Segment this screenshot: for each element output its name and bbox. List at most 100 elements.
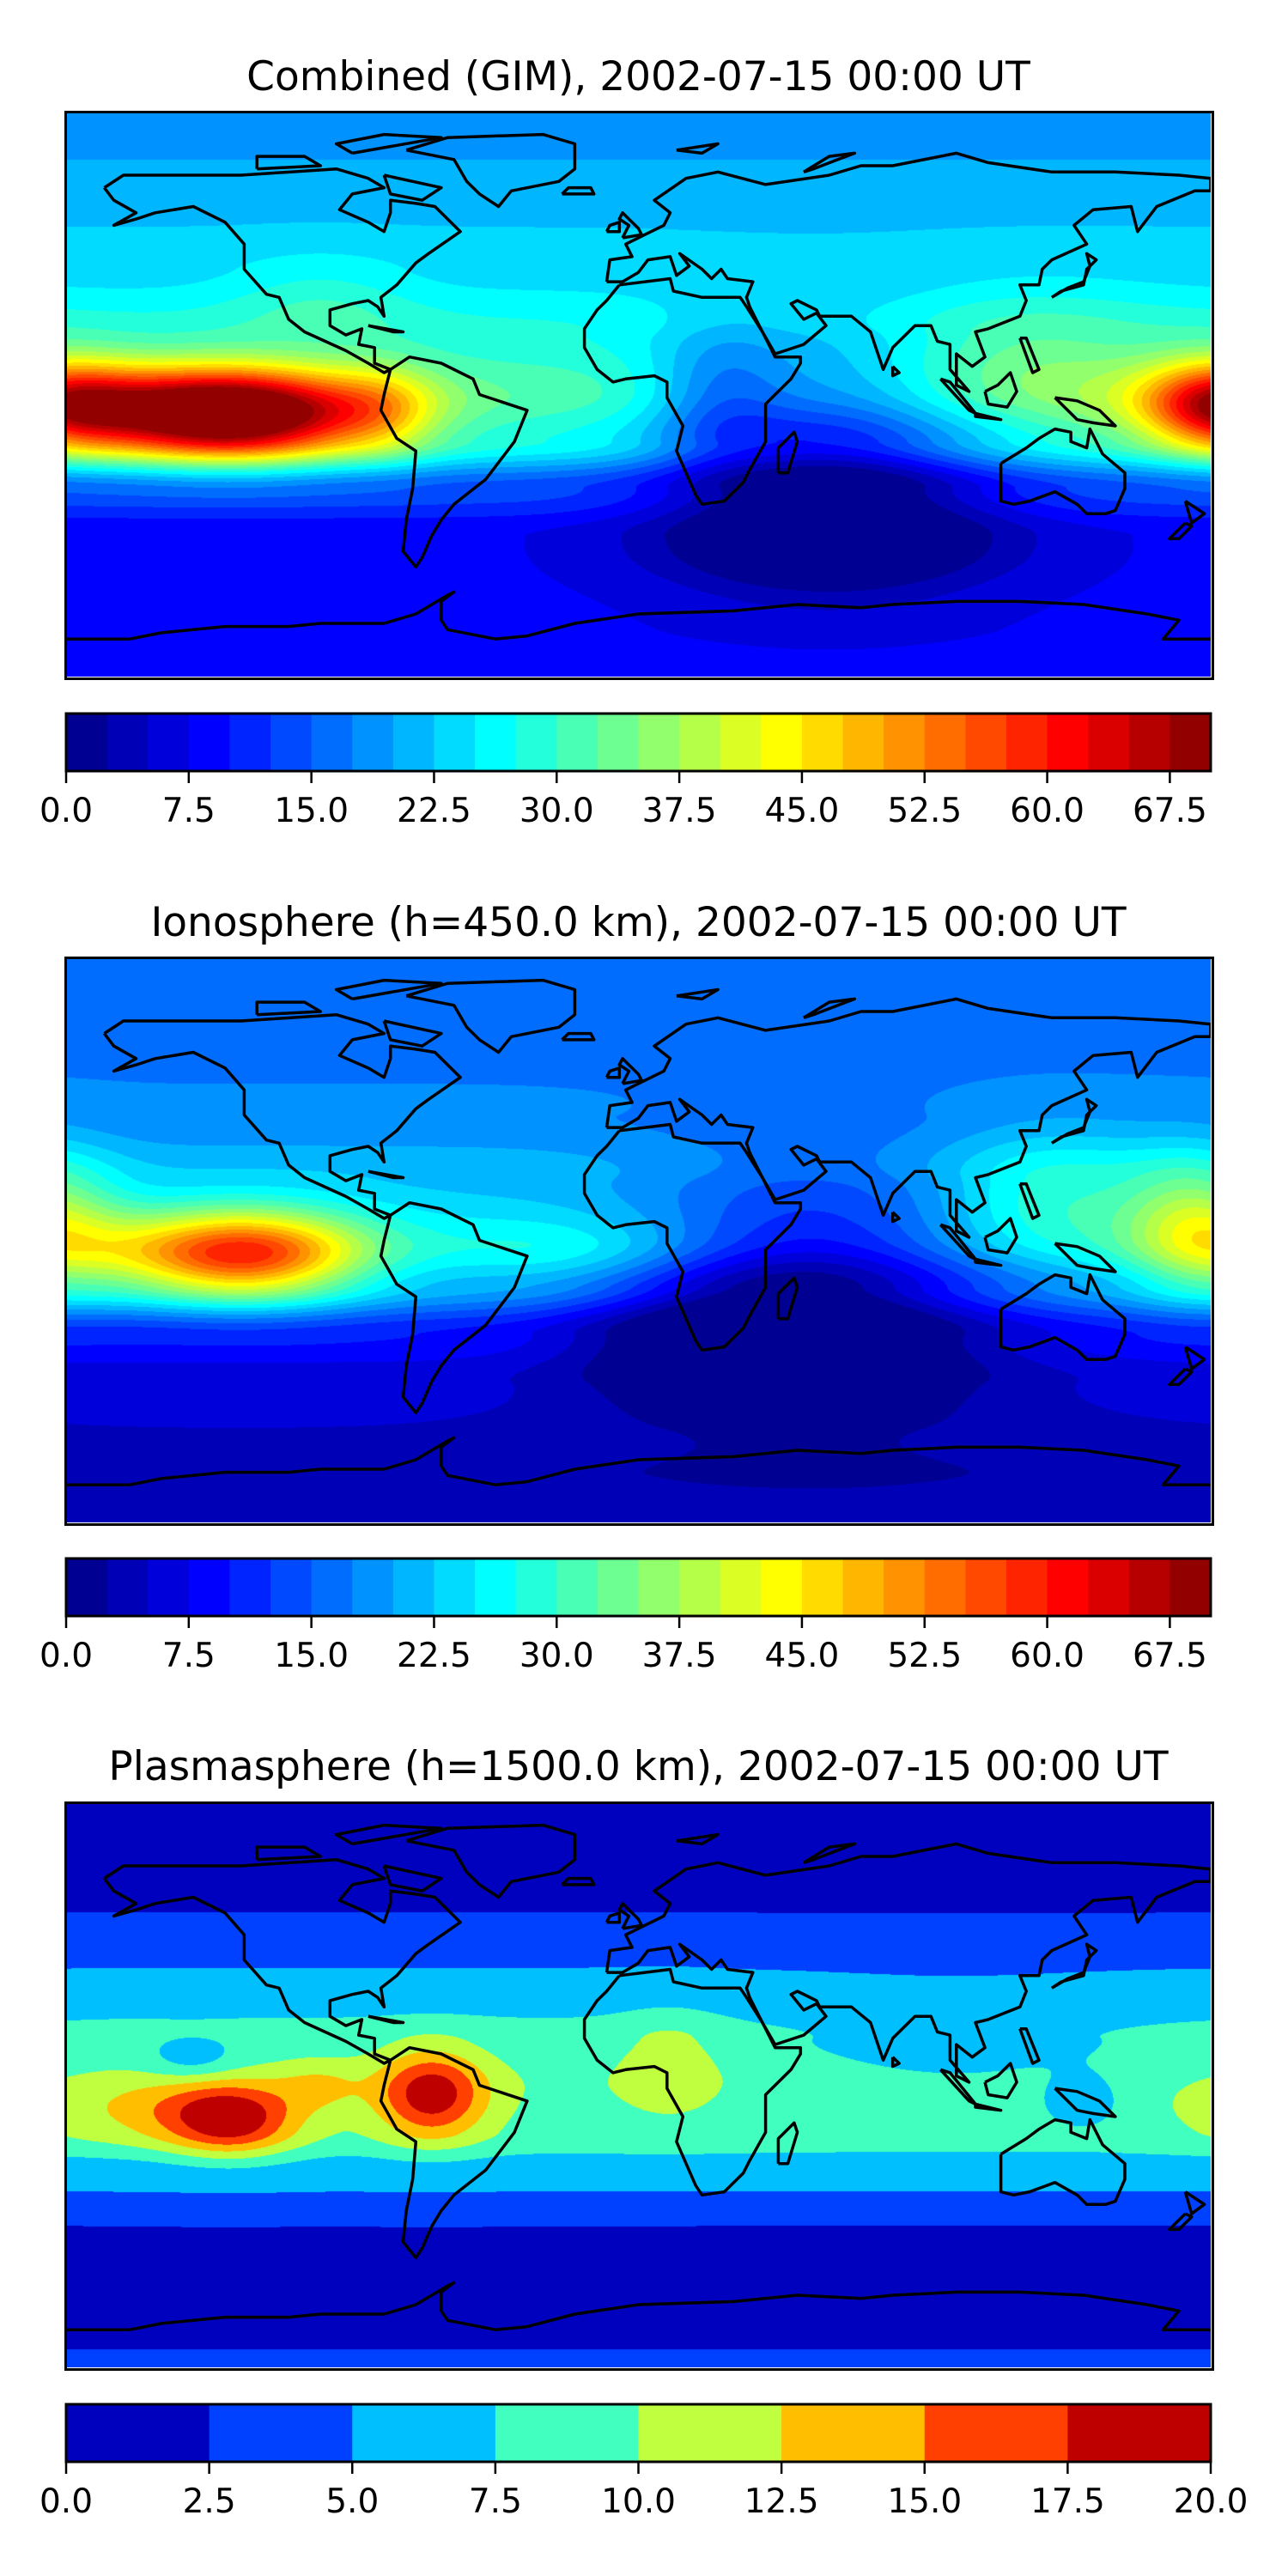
colorbar-bin xyxy=(311,1558,353,1616)
colorbar-bin xyxy=(1047,1558,1089,1616)
colorbar-bin xyxy=(515,1558,557,1616)
coastline xyxy=(1183,1346,1206,1370)
coastline xyxy=(368,1170,405,1180)
colorbar-bin xyxy=(106,1558,149,1616)
coastline xyxy=(1050,1097,1098,1145)
colorbar-bin xyxy=(597,1558,640,1616)
colorbar-bin xyxy=(352,2404,496,2462)
colorbar-tick-label: 52.5 xyxy=(887,1637,963,1675)
colorbar-bin xyxy=(720,714,762,771)
coastline xyxy=(803,151,857,173)
coastline xyxy=(379,2045,529,2260)
colorbar-tick-label: 45.0 xyxy=(764,792,840,830)
coastline xyxy=(890,365,901,378)
colorbar-bin xyxy=(1005,1558,1048,1616)
coastline xyxy=(676,1832,720,1846)
coastline xyxy=(66,590,1211,641)
coastline xyxy=(582,1122,803,1352)
coastline xyxy=(1054,2087,1117,2118)
colorbar-bin xyxy=(924,714,966,771)
colorbar-tick-label: 5.0 xyxy=(325,2482,380,2521)
coastline xyxy=(776,430,799,475)
colorbar-bin xyxy=(1088,714,1130,771)
colorbar-tick-label: 7.5 xyxy=(468,2482,522,2521)
coastline xyxy=(405,132,577,209)
colorbar-bin xyxy=(188,714,231,771)
colorbar-tick-label: 30.0 xyxy=(519,792,594,830)
colorbar-bin xyxy=(884,1558,926,1616)
colorbar-bin xyxy=(1128,1558,1170,1616)
colorbar-bin xyxy=(924,1558,966,1616)
coastline xyxy=(1050,1942,1098,1990)
coastline xyxy=(890,2056,901,2069)
colorbar-bin xyxy=(801,1558,844,1616)
panel-title-ionosphere: Ionosphere (h=450.0 km), 2002-07-15 00:0… xyxy=(150,899,1127,946)
coastline xyxy=(939,1223,977,1261)
colorbar-bin xyxy=(270,714,313,771)
coastline xyxy=(617,211,643,240)
colorbar-bin xyxy=(209,2404,353,2462)
colorbar-bin xyxy=(229,1558,271,1616)
colorbar-bin xyxy=(638,2404,782,2462)
coastline xyxy=(255,155,322,171)
coastlines xyxy=(66,132,1211,641)
coastline xyxy=(368,324,405,334)
colorbar-tick-label: 17.5 xyxy=(1030,2482,1105,2521)
coastline xyxy=(334,132,443,155)
coastline xyxy=(983,1217,1018,1255)
colorbar-tick-label: 37.5 xyxy=(641,1637,717,1675)
colorbar-bin xyxy=(1088,1558,1130,1616)
colorbar-bin xyxy=(66,2404,210,2462)
coastline xyxy=(974,1257,1003,1267)
coastline xyxy=(605,997,1211,1239)
colorbar-bin xyxy=(556,1558,598,1616)
coastline xyxy=(368,2014,405,2025)
coastline xyxy=(582,276,803,507)
coastline xyxy=(66,2281,1211,2331)
coastline xyxy=(939,377,977,416)
coastline xyxy=(999,1273,1127,1361)
coastline xyxy=(103,167,462,374)
colorbar-bin xyxy=(1170,1558,1212,1616)
colorbar-bin xyxy=(1170,714,1212,771)
coastline xyxy=(605,221,622,234)
coastline xyxy=(334,978,443,1001)
colorbar-bin xyxy=(392,1558,435,1616)
colorbar-tick-label: 12.5 xyxy=(744,2482,819,2521)
coastline xyxy=(890,1211,901,1224)
coastline xyxy=(1054,396,1117,428)
colorbar-tick-label: 10.0 xyxy=(601,2482,676,2521)
coastline xyxy=(382,1864,443,1893)
colorbar-frame xyxy=(64,712,1212,773)
panel-title-plasmasphere: Plasmasphere (h=1500.0 km), 2002-07-15 0… xyxy=(108,1743,1169,1790)
colorbar-tick-label: 30.0 xyxy=(519,1637,594,1675)
coastline xyxy=(803,997,857,1019)
panel-title-combined: Combined (GIM), 2002-07-15 00:00 UT xyxy=(246,53,1030,100)
coastline xyxy=(999,2117,1127,2206)
colorbar-bin xyxy=(924,2404,1068,2462)
colorbar-frame xyxy=(64,1557,1212,1618)
coastline xyxy=(803,1842,857,1864)
colorbar-bin xyxy=(965,1558,1007,1616)
tec-field-combined xyxy=(66,112,1211,677)
colorbar-bin xyxy=(761,1558,803,1616)
coastlines xyxy=(66,978,1211,1486)
coastline xyxy=(561,1876,596,1886)
colorbar-tick-label: 67.5 xyxy=(1132,1637,1207,1675)
colorbar-bin xyxy=(1047,714,1089,771)
colorbar-tick-label: 15.0 xyxy=(274,792,349,830)
coastline xyxy=(676,142,720,155)
colorbar-bin xyxy=(638,1558,680,1616)
colorbar-ionosphere: 0.0 7.5 15.0 22.5 30.0 37.5 45.0 52.5 60.0 67.5 xyxy=(39,1557,1212,1675)
coastline xyxy=(255,1845,322,1862)
coastline xyxy=(1018,337,1041,374)
tec-field-plasmasphere xyxy=(66,1803,1211,2367)
colorbar-bin xyxy=(679,1558,721,1616)
coastline xyxy=(405,978,577,1054)
colorbar-bin xyxy=(1005,714,1048,771)
colorbar-tick-label: 45.0 xyxy=(764,1637,840,1675)
colorbar-tick-label: 15.0 xyxy=(274,1637,349,1675)
colorbar-bin xyxy=(495,2404,640,2462)
colorbar-bin xyxy=(434,1558,476,1616)
colorbar-bin xyxy=(106,714,149,771)
